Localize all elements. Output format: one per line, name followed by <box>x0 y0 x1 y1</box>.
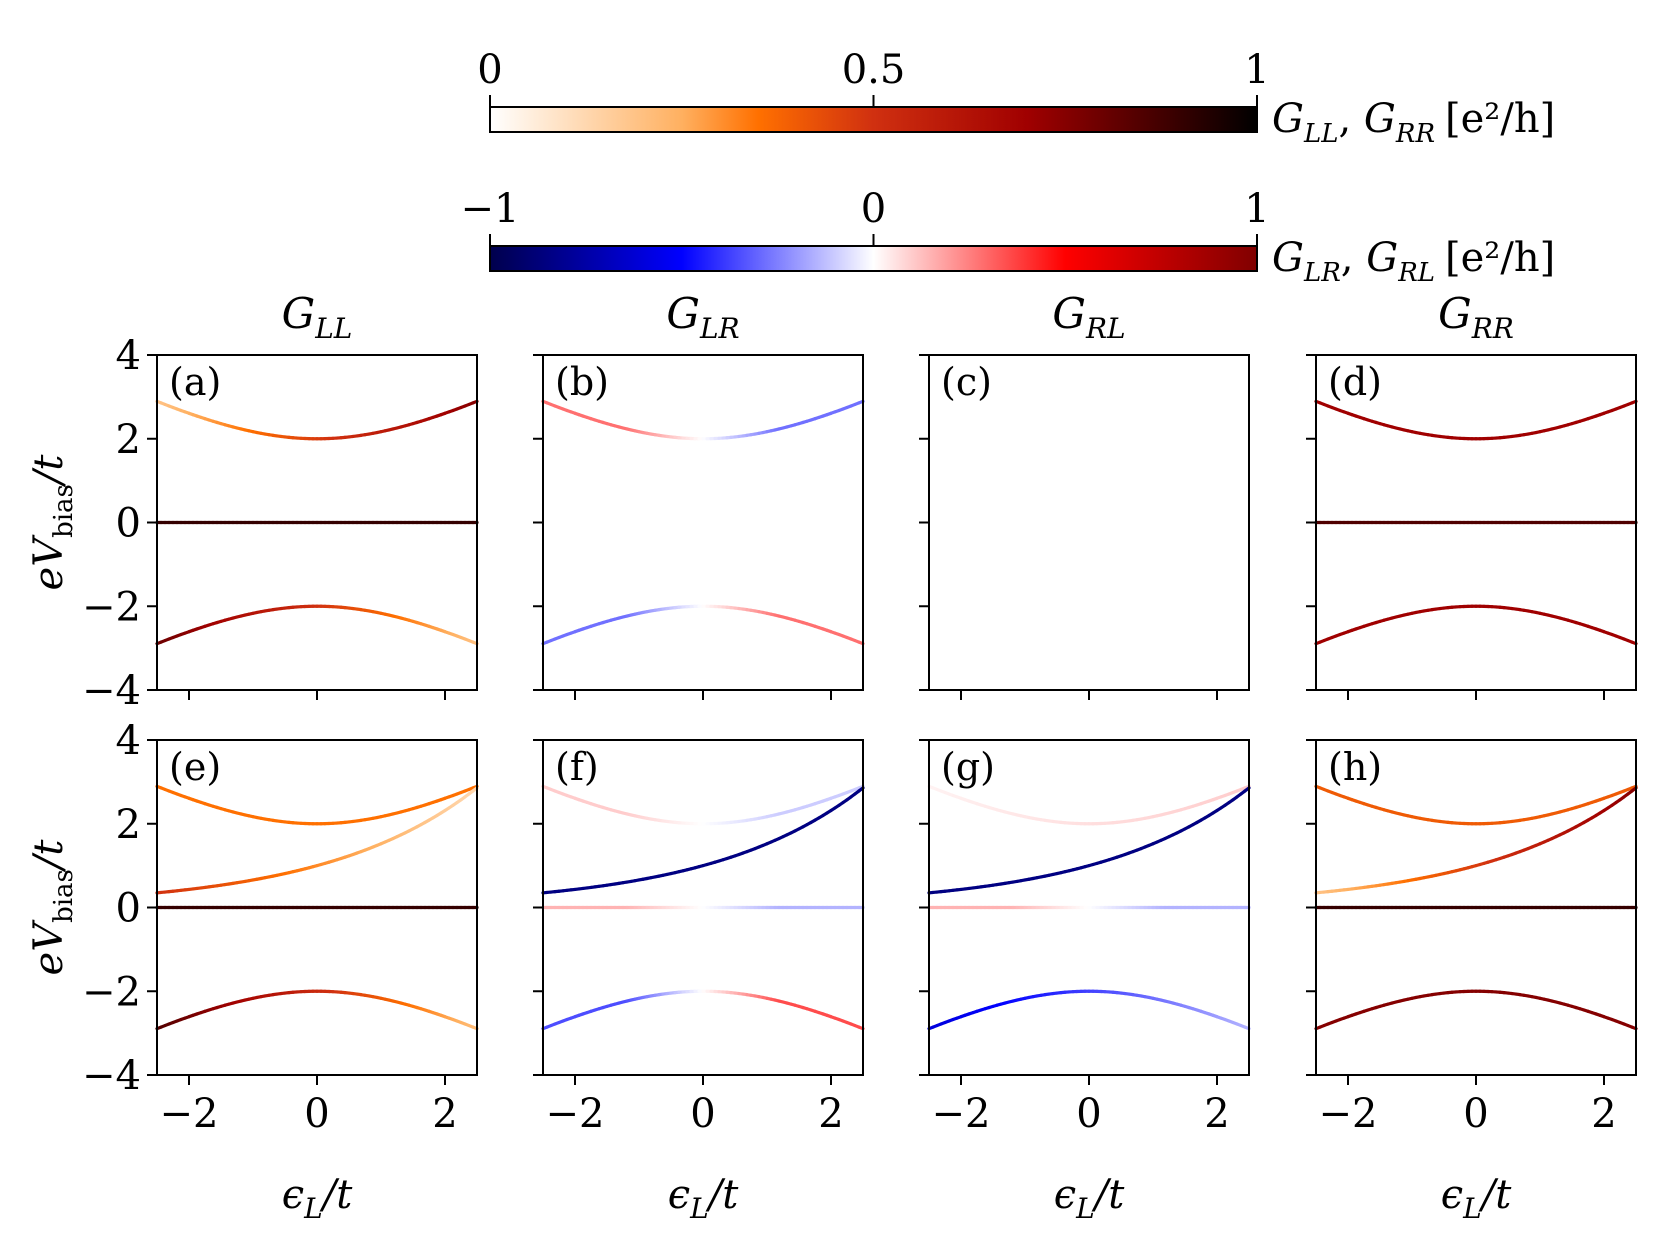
resonance-line-upper <box>541 399 865 441</box>
panel-h: −2 0 2 (h) <box>1306 739 1638 1137</box>
resonance-line-rising <box>155 786 479 895</box>
column-title: GRR <box>1438 289 1514 345</box>
panel-a: −4 −2 0 2 4 (a) <box>82 333 479 714</box>
resonance-line-upper <box>155 399 479 441</box>
y-tick-label: −4 <box>82 1053 141 1099</box>
column-title: GLL <box>282 289 353 345</box>
x-tick-label: 0 <box>690 1091 715 1137</box>
column-title: GLR <box>666 289 739 345</box>
panel-letter: (f) <box>555 745 599 789</box>
panel-background <box>543 355 863 690</box>
colorbar-sequential: 0 0.5 1 GLL, GRR [e²/h] <box>477 47 1555 149</box>
x-axis-label: ϵL/t <box>1441 1172 1512 1225</box>
resonance-line-lower <box>155 604 479 646</box>
column-title: GRL <box>1052 289 1125 345</box>
panel-letter: (h) <box>1328 745 1382 789</box>
panel-letter: (g) <box>941 745 995 789</box>
y-axis-label: eVbias/t <box>26 839 79 976</box>
x-tick-label: 2 <box>818 1091 843 1137</box>
y-tick-label: 2 <box>116 417 141 463</box>
colorbar-tick-label: 1 <box>1244 186 1269 232</box>
x-axis-label: ϵL/t <box>668 1172 739 1225</box>
panel-letter: (d) <box>1328 360 1382 404</box>
panel-letter: (a) <box>169 360 221 404</box>
resonance-line-rising <box>1314 786 1638 895</box>
resonance-line-lower <box>1314 604 1638 646</box>
x-tick-label: −2 <box>160 1091 219 1137</box>
x-axis-label: ϵL/t <box>1054 1172 1125 1225</box>
colorbar-tick-label: 0 <box>477 47 502 93</box>
x-tick-label: 0 <box>304 1091 329 1137</box>
x-tick-label: 0 <box>1463 1091 1488 1137</box>
x-tick-label: 2 <box>432 1091 457 1137</box>
panel-f: −2 0 2 (f) <box>533 739 865 1137</box>
colorbar-diverging-bar <box>489 245 1258 272</box>
resonance-line-lower <box>1314 989 1638 1031</box>
colorbar-sequential-bar <box>489 106 1258 133</box>
y-tick-label: 0 <box>116 886 141 932</box>
y-tick-label: 4 <box>116 333 141 379</box>
panel-c: (c) <box>919 354 1250 700</box>
resonance-line-lower <box>155 989 479 1031</box>
colorbar-diverging: −1 0 1 GLR, GRL [e²/h] <box>461 186 1556 288</box>
resonance-line-lower <box>927 989 1251 1031</box>
y-tick-label: −2 <box>82 584 141 630</box>
resonance-line-lower <box>541 989 865 1031</box>
colorbar-tick-label: 1 <box>1244 47 1269 93</box>
resonance-line-rising <box>541 786 865 895</box>
resonance-line-upper <box>927 784 1251 826</box>
y-tick-label: −2 <box>82 969 141 1015</box>
y-tick-label: 2 <box>116 802 141 848</box>
panel-b: (b) <box>533 354 865 700</box>
x-tick-label: 0 <box>1076 1091 1101 1137</box>
colorbar-tick-label: 0.5 <box>842 47 906 93</box>
x-tick-label: −2 <box>546 1091 605 1137</box>
resonance-line-upper <box>155 784 479 826</box>
resonance-line-upper <box>541 784 865 826</box>
colorbar-diverging-label: GLR, GRL [e²/h] <box>1272 235 1555 288</box>
y-tick-label: −4 <box>82 668 141 714</box>
x-tick-label: −2 <box>932 1091 991 1137</box>
x-axis-label: ϵL/t <box>282 1172 353 1225</box>
colorbar-tick-label: 0 <box>861 186 886 232</box>
panel-e: −2 0 2 −4 −2 0 2 4 (e) <box>82 718 479 1137</box>
x-tick-label: 2 <box>1204 1091 1229 1137</box>
y-axis-label: eVbias/t <box>26 454 79 591</box>
panel-d: (d) <box>1306 354 1638 700</box>
x-tick-label: 2 <box>1591 1091 1616 1137</box>
panel-background <box>929 355 1249 690</box>
y-tick-label: 4 <box>116 718 141 764</box>
y-tick-label: 0 <box>116 501 141 547</box>
panel-letter: (b) <box>555 360 609 404</box>
panel-letter: (e) <box>169 745 221 789</box>
colorbar-tick-label: −1 <box>461 186 520 232</box>
panel-letter: (c) <box>941 360 992 404</box>
panel-g: −2 0 2 (g) <box>919 739 1251 1137</box>
resonance-line-upper <box>1314 399 1638 441</box>
colorbar-sequential-label: GLL, GRR [e²/h] <box>1272 96 1555 149</box>
resonance-line-upper <box>1314 784 1638 826</box>
x-tick-label: −2 <box>1319 1091 1378 1137</box>
resonance-line-lower <box>541 604 865 646</box>
